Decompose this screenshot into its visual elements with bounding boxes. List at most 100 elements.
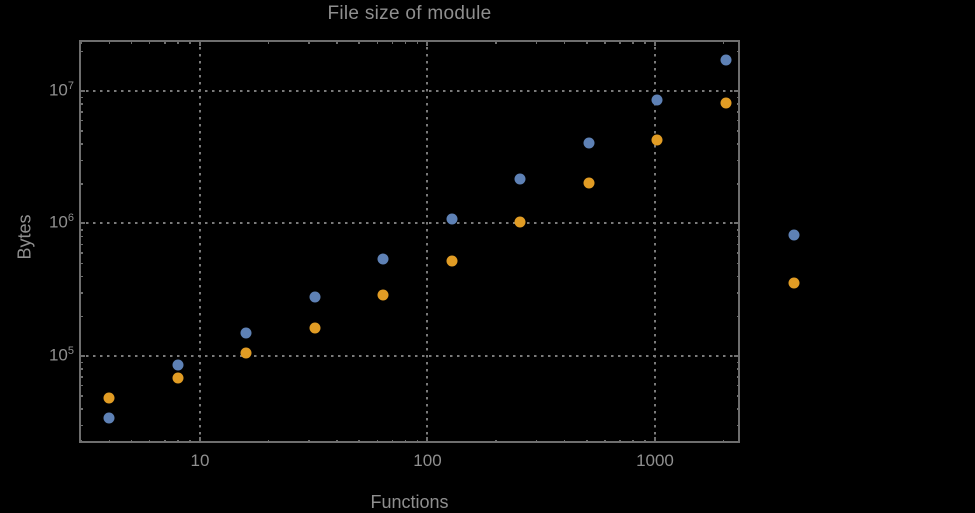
x-minor-tick (164, 40, 166, 44)
data-point-series-2-orange (788, 277, 800, 289)
data-point-series-1-blue (103, 412, 115, 424)
y-minor-tick (736, 376, 740, 378)
x-minor-tick (358, 439, 360, 443)
y-axis-label: Bytes (14, 214, 35, 260)
y-minor-tick (736, 361, 740, 364)
x-minor-tick (632, 439, 634, 443)
data-point-series-2-orange (309, 322, 321, 334)
chart-title: File size of module (327, 3, 492, 24)
x-minor-tick (130, 439, 133, 443)
x-minor-tick (177, 439, 179, 443)
data-point-series-2-orange (583, 177, 595, 189)
y-minor-tick (736, 229, 740, 231)
data-point-series-2-orange (103, 392, 115, 404)
x-minor-tick (404, 439, 407, 443)
x-major-tick (653, 437, 656, 443)
plot-frame (79, 40, 740, 443)
x-gridline (198, 40, 201, 443)
data-point-series-1-blue (583, 137, 595, 149)
y-minor-tick (79, 96, 83, 99)
x-minor-tick (189, 439, 191, 443)
x-major-tick (198, 40, 201, 46)
x-minor-tick (376, 439, 378, 443)
x-tick-label: 100 (413, 451, 442, 470)
y-minor-tick (736, 292, 740, 294)
y-minor-tick (736, 384, 740, 387)
data-point-series-2-orange (514, 216, 526, 228)
x-minor-tick (376, 40, 378, 44)
x-minor-tick (619, 40, 621, 44)
data-point-series-2-orange (172, 372, 184, 384)
y-tick-base: 10 (48, 213, 68, 233)
y-minor-tick (736, 111, 740, 113)
y-tick-label: 107 (28, 79, 74, 101)
x-gridline (426, 40, 429, 443)
y-minor-tick (736, 368, 740, 370)
y-minor-tick (736, 315, 740, 318)
x-major-tick (426, 40, 429, 46)
x-minor-tick (416, 40, 419, 44)
x-minor-tick (308, 40, 310, 44)
y-minor-tick (79, 159, 83, 162)
x-major-tick (198, 437, 201, 443)
data-point-series-1-blue (514, 173, 526, 185)
y-tick-base: 10 (48, 80, 68, 100)
y-minor-tick (79, 235, 83, 238)
y-minor-tick (736, 262, 740, 265)
y-gridline (79, 222, 740, 225)
x-major-tick (426, 437, 429, 443)
x-minor-tick (563, 439, 566, 443)
y-gridline (79, 89, 740, 92)
x-minor-tick (619, 439, 621, 443)
data-point-series-2-orange (651, 134, 663, 146)
y-minor-tick (79, 143, 83, 145)
y-minor-tick (79, 376, 83, 378)
x-minor-tick (586, 439, 588, 443)
x-minor-tick (404, 40, 407, 44)
y-tick-exponent: 7 (67, 79, 74, 92)
data-point-series-2-orange (377, 289, 389, 301)
y-minor-tick (79, 243, 83, 245)
x-minor-tick (148, 439, 151, 443)
x-minor-tick (416, 439, 419, 443)
y-minor-tick (79, 384, 83, 387)
y-tick-label: 105 (28, 345, 74, 366)
y-minor-tick (79, 111, 83, 113)
y-gridline (79, 354, 740, 357)
x-minor-tick (535, 439, 538, 443)
x-tick-label: 1000 (636, 451, 674, 470)
y-major-tick (79, 89, 85, 92)
x-minor-tick (148, 40, 151, 44)
x-minor-tick (336, 439, 338, 443)
data-point-series-1-blue (309, 291, 321, 303)
x-minor-tick (336, 40, 338, 44)
y-minor-tick (79, 395, 83, 397)
data-point-series-1-blue (240, 327, 252, 339)
y-minor-tick (736, 183, 740, 185)
y-tick-label: 106 (28, 213, 74, 233)
data-point-series-2-orange (446, 255, 458, 267)
x-minor-tick (586, 40, 588, 44)
data-point-series-2-orange (240, 347, 252, 359)
data-point-series-2-orange (720, 97, 732, 109)
x-minor-tick (495, 439, 497, 443)
y-minor-tick (79, 50, 83, 53)
x-minor-tick (267, 40, 270, 44)
y-minor-tick (736, 130, 740, 132)
y-minor-tick (736, 424, 740, 427)
data-point-series-1-blue (172, 359, 184, 371)
y-minor-tick (79, 262, 83, 265)
y-minor-tick (79, 275, 83, 278)
y-minor-tick (79, 103, 83, 105)
x-tick-label: 10 (190, 451, 210, 470)
x-minor-tick (189, 40, 191, 44)
y-minor-tick (79, 292, 83, 294)
x-minor-tick (80, 40, 82, 44)
x-minor-tick (632, 40, 634, 44)
y-minor-tick (736, 275, 740, 278)
y-minor-tick (79, 130, 83, 132)
y-minor-tick (79, 119, 83, 122)
x-minor-tick (604, 439, 606, 443)
y-minor-tick (736, 103, 740, 105)
y-major-tick (734, 354, 740, 357)
